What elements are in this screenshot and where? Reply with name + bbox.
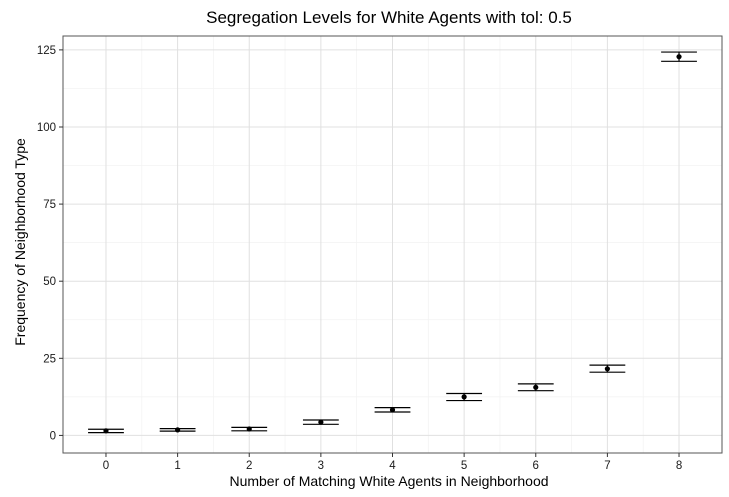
data-point: [676, 54, 682, 60]
x-tick-label: 7: [604, 460, 610, 472]
y-tick-label: 0: [50, 430, 56, 442]
data-point: [103, 428, 109, 434]
x-tick-label: 4: [389, 460, 396, 472]
data-point: [318, 419, 324, 425]
grid: [63, 36, 722, 453]
data-point: [246, 426, 252, 432]
data-point: [604, 366, 610, 372]
y-tick-label: 125: [37, 45, 56, 57]
data-point: [175, 427, 181, 433]
y-tick-label: 25: [43, 353, 56, 365]
data-point: [389, 407, 396, 413]
y-tick-label: 100: [37, 122, 56, 134]
x-tick-label: 8: [676, 460, 682, 472]
x-tick-label: 1: [174, 460, 180, 472]
chart-title: Segregation Levels for White Agents with…: [206, 8, 572, 27]
axes: 0 25 50 75 100 125 0 1 2 3 4 5 6 7 8: [37, 45, 682, 472]
x-tick-label: 6: [533, 460, 539, 472]
x-tick-label: 2: [246, 460, 252, 472]
y-axis-label: Frequency of Neighborhood Type: [12, 138, 28, 346]
x-axis-label: Number of Matching White Agents in Neigh…: [229, 473, 548, 489]
y-tick-label: 75: [43, 199, 56, 211]
x-tick-label: 5: [461, 460, 467, 472]
y-tick-label: 50: [43, 276, 56, 288]
data-marks: [88, 51, 697, 434]
data-point: [533, 384, 539, 390]
x-tick-label: 3: [318, 460, 324, 472]
data-point: [461, 394, 467, 400]
x-tick-label: 0: [103, 460, 109, 472]
